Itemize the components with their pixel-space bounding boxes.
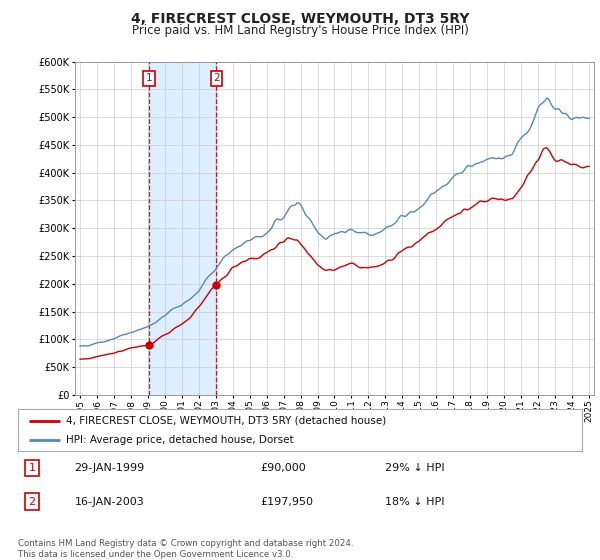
Text: 1: 1 xyxy=(146,73,152,83)
Text: HPI: Average price, detached house, Dorset: HPI: Average price, detached house, Dors… xyxy=(66,435,293,445)
Bar xyxy=(149,62,217,395)
Text: 18% ↓ HPI: 18% ↓ HPI xyxy=(385,497,444,507)
Text: 4, FIRECREST CLOSE, WEYMOUTH, DT3 5RY: 4, FIRECREST CLOSE, WEYMOUTH, DT3 5RY xyxy=(131,12,469,26)
Text: 1: 1 xyxy=(29,463,35,473)
Text: 2: 2 xyxy=(29,497,35,507)
Text: 2: 2 xyxy=(213,73,220,83)
Text: Contains HM Land Registry data © Crown copyright and database right 2024.
This d: Contains HM Land Registry data © Crown c… xyxy=(18,539,353,559)
Text: £197,950: £197,950 xyxy=(260,497,314,507)
Text: 29% ↓ HPI: 29% ↓ HPI xyxy=(385,463,444,473)
Text: 4, FIRECREST CLOSE, WEYMOUTH, DT3 5RY (detached house): 4, FIRECREST CLOSE, WEYMOUTH, DT3 5RY (d… xyxy=(66,416,386,426)
Text: £90,000: £90,000 xyxy=(260,463,306,473)
Text: Price paid vs. HM Land Registry's House Price Index (HPI): Price paid vs. HM Land Registry's House … xyxy=(131,24,469,36)
Text: 29-JAN-1999: 29-JAN-1999 xyxy=(74,463,145,473)
Text: 16-JAN-2003: 16-JAN-2003 xyxy=(74,497,144,507)
